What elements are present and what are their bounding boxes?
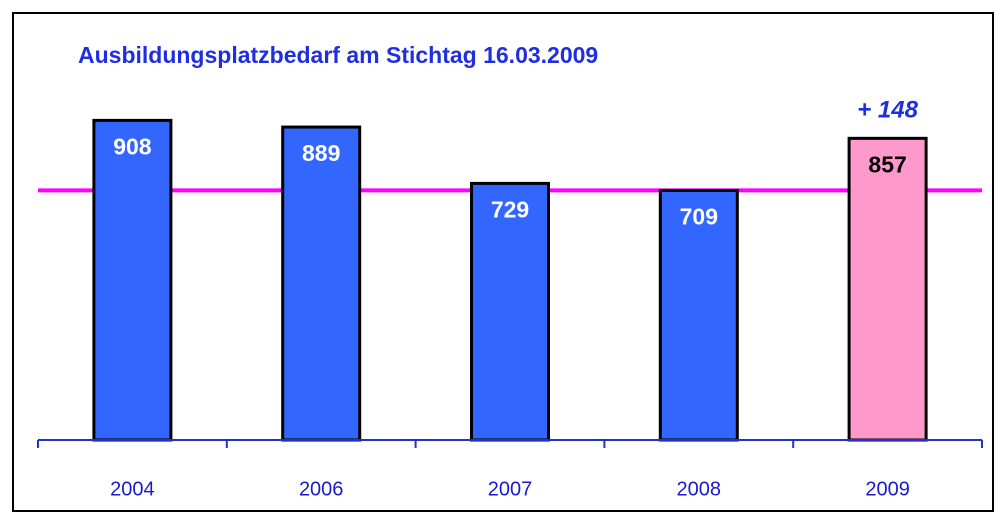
bar (281, 125, 362, 442)
chart-title: Ausbildungsplatzbedarf am Stichtag 16.03… (78, 42, 598, 68)
annotation: + 148 (857, 97, 918, 124)
bar (92, 118, 173, 442)
bar (847, 136, 928, 442)
bar-value-label: 729 (491, 196, 529, 222)
bar-value-label: 857 (868, 151, 906, 177)
x-tick-label: 2006 (299, 478, 344, 500)
bar-value-label: 908 (113, 133, 152, 159)
x-tick-label: 2009 (865, 478, 910, 500)
x-tick-label: 2008 (677, 478, 722, 500)
x-tick-label: 2004 (110, 478, 155, 500)
x-tick-label: 2007 (488, 478, 533, 500)
bar (470, 181, 550, 442)
bar-value-label: 889 (302, 140, 340, 166)
bar-value-label: 709 (680, 204, 718, 230)
